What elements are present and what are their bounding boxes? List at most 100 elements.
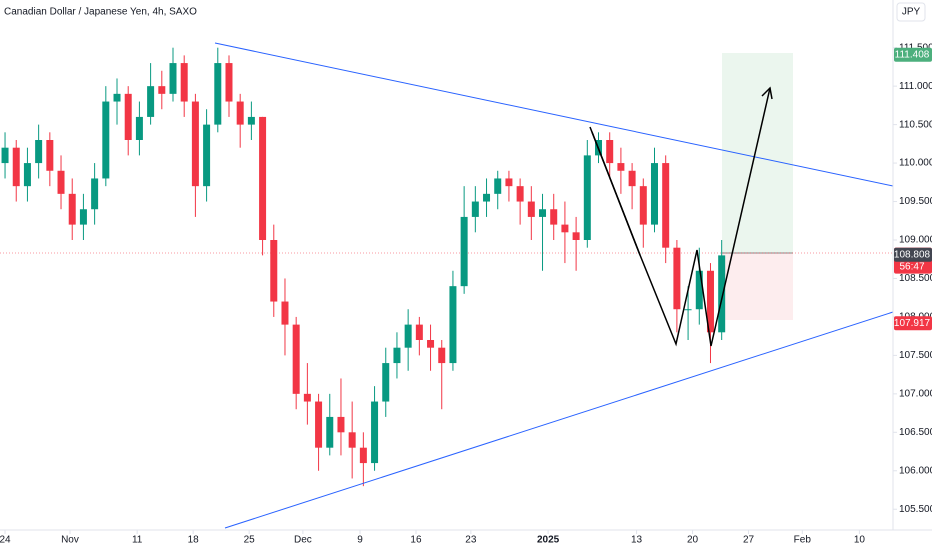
candle-body [57, 170, 65, 194]
candle-body [203, 124, 211, 187]
candle-body [46, 140, 54, 171]
candle-body [382, 363, 390, 402]
candle-body [79, 209, 87, 225]
candle-body [236, 101, 244, 125]
x-tick-label: 16 [410, 535, 422, 546]
candle-body [572, 232, 580, 240]
candle-body [281, 301, 289, 325]
candle-body [415, 324, 423, 340]
candle-body [359, 447, 367, 464]
x-tick-label: 18 [188, 535, 200, 546]
candle-body [158, 86, 166, 94]
price-badge [894, 247, 932, 262]
y-tick-label: 105.500 [899, 504, 932, 515]
x-tick-label: 2025 [537, 535, 560, 546]
y-tick-label: 107.000 [899, 388, 932, 399]
candle-body [147, 86, 155, 117]
candle-body [259, 116, 267, 240]
x-tick-label: 27 [743, 535, 755, 546]
x-tick-label: 11 [132, 535, 143, 546]
candle-body [247, 116, 255, 125]
candle-body [214, 63, 222, 125]
candle-body [270, 240, 278, 302]
candle-body [191, 101, 199, 187]
candle-body [628, 170, 636, 187]
currency-button[interactable] [896, 2, 926, 22]
price-badge-label: 107.917 [894, 318, 931, 329]
candle-body [68, 193, 76, 225]
candle-body [561, 224, 569, 233]
price-badge-label: 111.408 [895, 49, 930, 60]
x-tick-label: Dec [294, 535, 312, 546]
candle-body [348, 432, 356, 448]
candle-body [91, 178, 99, 210]
candle-body [102, 101, 110, 179]
candle-body [695, 270, 703, 310]
y-tick-label: 110.000 [899, 158, 932, 169]
candle-body [583, 155, 591, 240]
candle-body [650, 163, 658, 225]
candle-body [706, 270, 714, 333]
x-tick-label: Nov [61, 535, 79, 546]
candle-body [684, 309, 692, 311]
candle-body [113, 93, 121, 102]
candle-body [404, 324, 412, 348]
arrow-head [761, 86, 773, 100]
candle-body [315, 401, 323, 448]
candle-body [180, 63, 188, 102]
candle-body [292, 324, 300, 394]
projection-path [591, 131, 641, 256]
candle-body [483, 193, 491, 202]
candle-body [169, 63, 177, 94]
candle-body [326, 416, 334, 448]
candle-body [124, 93, 132, 140]
candle-body [393, 347, 401, 364]
y-tick-label: 111.000 [899, 81, 932, 92]
candle-body [606, 140, 614, 164]
candle-body [494, 178, 502, 194]
candle-body [471, 201, 479, 217]
x-tick-label: 10 [854, 535, 866, 546]
candle-body [550, 209, 558, 225]
candle-body [449, 286, 457, 364]
candle-body [527, 201, 535, 217]
price-badge [894, 316, 932, 331]
candle-body [35, 140, 43, 164]
y-tick-label: 109.000 [899, 235, 932, 246]
x-tick-label: 20 [687, 535, 699, 546]
y-tick-label: 109.500 [899, 196, 932, 207]
candle-body [225, 63, 233, 102]
candle-body [539, 209, 547, 217]
x-tick-label: Feb [794, 535, 812, 546]
y-tick-label: 110.500 [899, 119, 932, 130]
y-tick-label: 108.500 [899, 273, 932, 284]
target-zone [722, 53, 793, 253]
x-tick-label: 25 [244, 535, 256, 546]
currency-label[interactable]: JPY [902, 7, 921, 18]
candle-body [337, 416, 345, 433]
candle-body [662, 163, 670, 248]
x-tick-label: 13 [631, 535, 643, 546]
trend-line [214, 42, 894, 187]
chart-title: Canadian Dollar / Japanese Yen, 4h, SAXO [4, 7, 197, 18]
candle-body [12, 147, 20, 187]
candle-body [516, 186, 524, 202]
candle-body [639, 186, 647, 225]
candle-body [23, 163, 31, 187]
price-badge-label: 108.808 [894, 249, 931, 260]
candle-body [505, 178, 513, 187]
y-tick-label: 106.000 [899, 465, 932, 476]
stop-zone [722, 253, 793, 320]
candle-body [427, 340, 435, 348]
candle-body [673, 247, 681, 310]
plot [1, 47, 726, 487]
candle-body [438, 347, 446, 364]
price-badge [894, 47, 932, 62]
x-tick-label: 9 [357, 535, 363, 546]
candle-body [617, 163, 625, 171]
candle-body [718, 255, 726, 333]
x-tick-label: 23 [465, 535, 477, 546]
candle-body [303, 393, 311, 402]
